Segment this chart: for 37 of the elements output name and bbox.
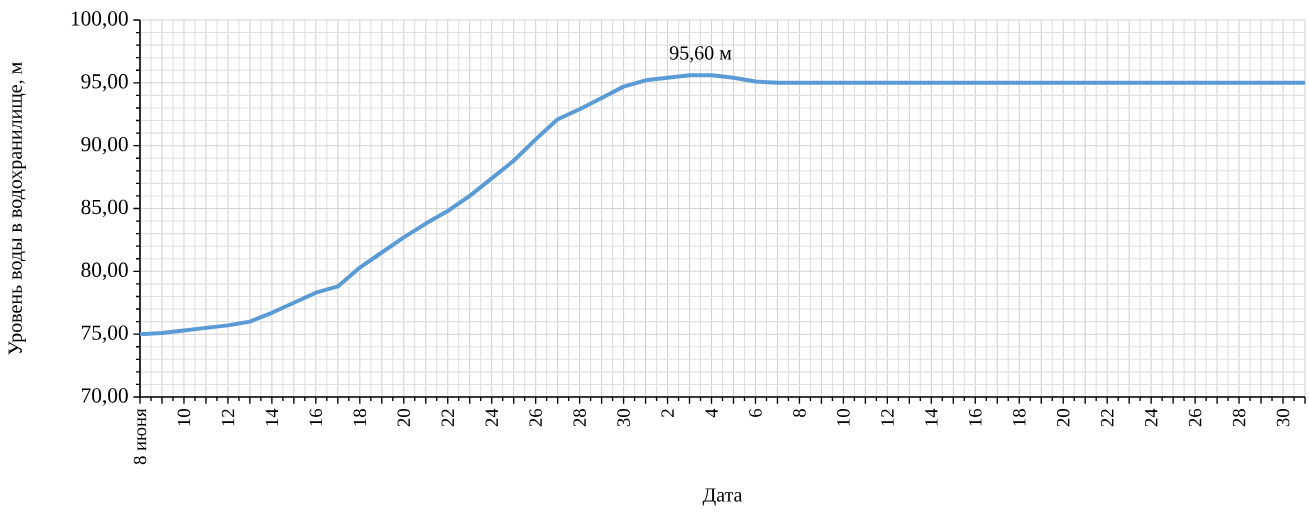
annotation: 95,60 м [669, 46, 732, 63]
x-tick-label: 4 [705, 408, 718, 418]
x-tick-label: 16 [309, 408, 323, 426]
x-tick-label: 8 июня [133, 408, 147, 465]
x-tick-label: 30 [1276, 409, 1290, 427]
x-tick-label: 28 [1232, 409, 1246, 427]
x-tick-label: 26 [1188, 408, 1202, 427]
y-tick-label: 70,00 [82, 388, 128, 406]
x-tick-label: 20 [1056, 409, 1070, 427]
y-axis-title: Уровень воды в водохранилище, м [8, 62, 26, 355]
y-tick-label: 95,00 [81, 74, 128, 92]
x-tick-label: 26 [529, 408, 542, 427]
x-tick-label: 14 [925, 408, 938, 426]
x-tick-label: 12 [221, 409, 235, 426]
x-tick-label: 10 [837, 409, 850, 426]
x-tick-label: 14 [265, 408, 279, 426]
x-tick-label: 28 [573, 409, 586, 427]
x-tick-label: 10 [177, 409, 191, 426]
x-tick-label: 20 [397, 409, 411, 427]
x-tick-label: 22 [441, 409, 454, 427]
x-tick-label: 12 [881, 409, 894, 426]
x-tick-label: 22 [1101, 409, 1114, 427]
x-axis-title: Дата [702, 488, 743, 506]
x-tick-label: 6 [749, 408, 762, 417]
x-tick-label: 18 [353, 409, 367, 426]
x-tick-label: 2 [661, 409, 674, 417]
y-tick-label: 80,00 [81, 262, 128, 281]
y-tick-label: 85,00 [81, 199, 128, 218]
y-tick-label: 90,00 [81, 136, 128, 155]
y-tick-label: 100,00 [71, 11, 128, 29]
x-tick-label: 16 [969, 408, 982, 426]
x-tick-label: 24 [1144, 408, 1158, 427]
x-tick-label: 24 [485, 408, 498, 427]
x-tick-label: 30 [617, 409, 630, 427]
y-tick-label: 75,00 [82, 325, 128, 343]
x-tick-label: 18 [1012, 409, 1026, 426]
x-tick-label: 8 [793, 409, 806, 417]
